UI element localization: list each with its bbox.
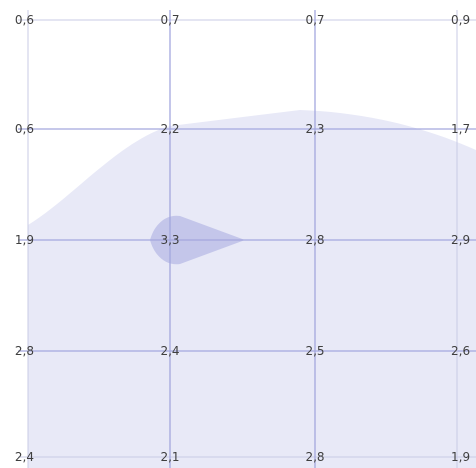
grid-value-label: 0,7 bbox=[160, 13, 179, 27]
grid-value-label: 0,6 bbox=[15, 122, 34, 136]
grid-value-label: 0,6 bbox=[15, 13, 34, 27]
grid-value-label: 2,5 bbox=[305, 344, 324, 358]
grid-value-label: 3,3 bbox=[160, 233, 179, 247]
contour-fill-layer bbox=[28, 110, 476, 468]
grid-value-label: 2,6 bbox=[451, 344, 470, 358]
grid-value-label: 2,8 bbox=[305, 233, 324, 247]
grid-value-label: 2,1 bbox=[160, 450, 179, 464]
grid-value-label: 1,7 bbox=[451, 122, 470, 136]
grid-layer bbox=[18, 10, 476, 468]
grid-value-label: 1,9 bbox=[15, 233, 34, 247]
grid-value-label: 2,8 bbox=[305, 450, 324, 464]
grid-value-label: 2,2 bbox=[160, 122, 179, 136]
grid-value-label: 2,4 bbox=[15, 450, 34, 464]
grid-value-label: 2,3 bbox=[305, 122, 324, 136]
grid-value-label: 1,9 bbox=[451, 450, 470, 464]
grid-value-label: 0,9 bbox=[451, 13, 470, 27]
value-label-layer: 0,6 0,7 0,7 0,9 0,6 2,2 2,3 1,7 1,9 3,3 2,8 2,9 2,8 2… bbox=[15, 13, 470, 464]
grid-value-label: 2,4 bbox=[160, 344, 179, 358]
grid-value-label: 2,9 bbox=[451, 233, 470, 247]
grid-value-label: 2,8 bbox=[15, 344, 34, 358]
contour-band-low bbox=[28, 110, 476, 468]
grid-value-label: 0,7 bbox=[305, 13, 324, 27]
